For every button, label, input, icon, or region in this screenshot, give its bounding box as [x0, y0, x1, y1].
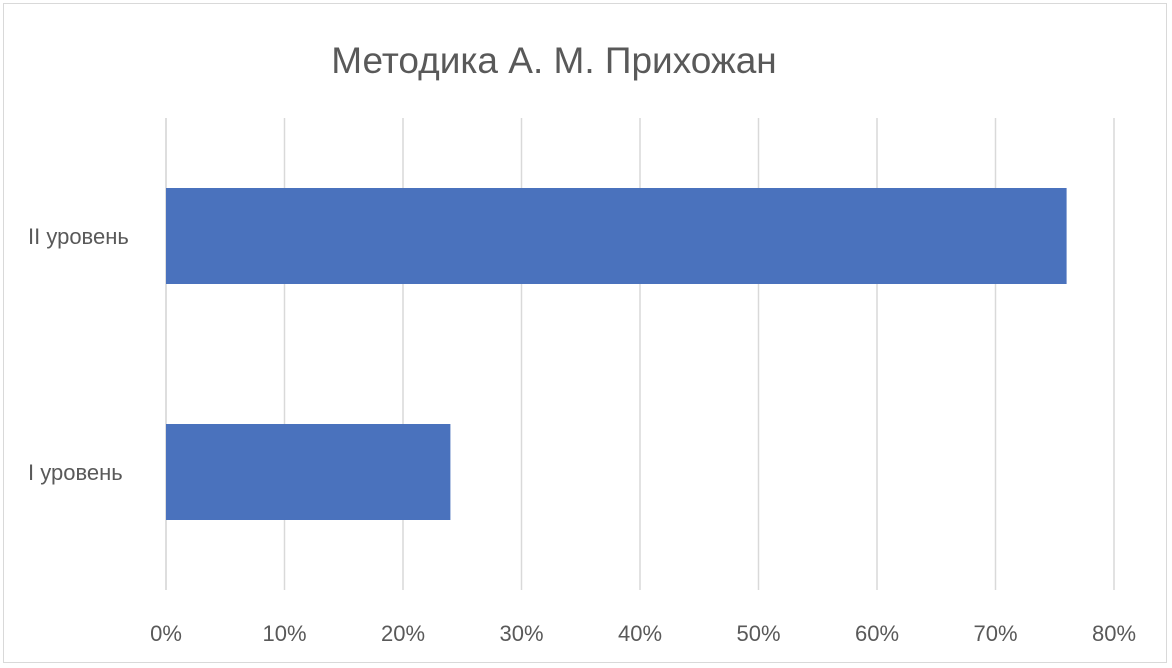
x-tick-label: 40% — [618, 621, 662, 646]
category-label: I уровень — [28, 460, 123, 485]
x-tick-label: 70% — [973, 621, 1017, 646]
category-label: II уровень — [28, 224, 129, 249]
x-tick-label: 10% — [262, 621, 306, 646]
x-tick-label: 20% — [381, 621, 425, 646]
category-labels: II уровень I уровень — [28, 224, 129, 485]
x-tick-label: 0% — [150, 621, 182, 646]
bar — [166, 188, 1067, 284]
chart-frame — [3, 3, 1167, 663]
x-tick-label: 50% — [736, 621, 780, 646]
x-tick-label: 30% — [499, 621, 543, 646]
x-tick-labels: 0% 10% 20% 30% 40% 50% 60% 70% 80% — [150, 621, 1136, 646]
x-tick-label: 80% — [1092, 621, 1136, 646]
bars — [166, 188, 1067, 520]
chart-title: Методика А. М. Прихожан — [331, 40, 777, 81]
bar — [166, 424, 451, 520]
x-tick-label: 60% — [855, 621, 899, 646]
